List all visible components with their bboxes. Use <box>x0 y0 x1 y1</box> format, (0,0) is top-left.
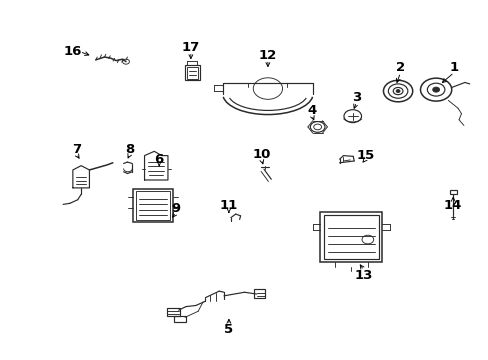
Text: 2: 2 <box>395 60 404 73</box>
Bar <box>136 192 170 220</box>
Circle shape <box>432 87 439 92</box>
Text: 15: 15 <box>356 149 374 162</box>
Bar <box>184 65 199 80</box>
Text: 10: 10 <box>252 148 270 161</box>
Text: 8: 8 <box>125 143 134 156</box>
Bar <box>186 67 197 79</box>
Bar <box>173 316 186 322</box>
Circle shape <box>395 90 399 93</box>
Bar <box>324 215 378 259</box>
Text: 13: 13 <box>354 269 372 282</box>
Text: 9: 9 <box>171 202 181 215</box>
Bar <box>320 212 382 262</box>
Bar <box>449 190 456 194</box>
Text: 11: 11 <box>219 199 238 212</box>
Text: 14: 14 <box>443 199 462 212</box>
Bar <box>254 289 264 298</box>
Text: 1: 1 <box>448 60 458 73</box>
Text: 7: 7 <box>72 143 81 156</box>
Text: 5: 5 <box>224 323 233 336</box>
Bar <box>167 308 180 316</box>
Bar <box>133 189 173 222</box>
Text: 17: 17 <box>182 41 200 54</box>
Text: 6: 6 <box>154 153 163 166</box>
Text: 12: 12 <box>258 49 277 62</box>
Text: 16: 16 <box>63 45 82 58</box>
Text: 3: 3 <box>351 91 361 104</box>
Text: 4: 4 <box>306 104 316 117</box>
